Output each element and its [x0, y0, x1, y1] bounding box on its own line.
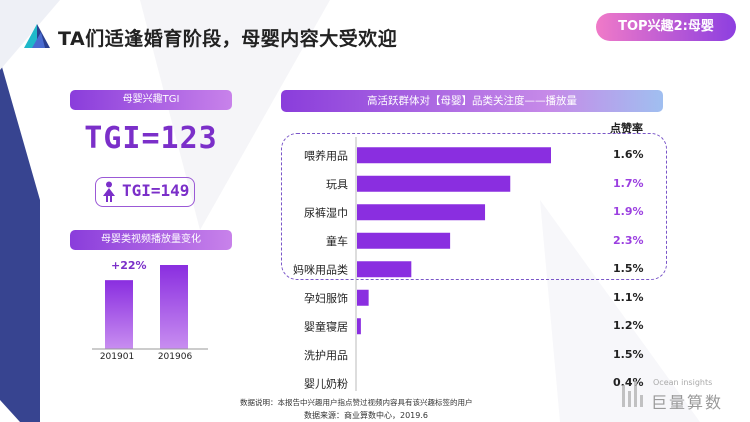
category-label: 尿裤湿巾 [304, 205, 348, 219]
bar-尿裤湿巾 [357, 204, 486, 221]
like-rate-value: 2.3% [613, 233, 644, 247]
like-rate-value: 1.7% [613, 176, 644, 190]
bar-喂养用品 [357, 147, 551, 164]
mini-bar-201906 [160, 265, 188, 349]
like-rate-value: 1.5% [613, 262, 644, 276]
mini-category-label: 201901 [99, 352, 135, 362]
like-rate-header: 点赞率 [610, 122, 643, 135]
category-label: 喂养用品 [304, 148, 348, 162]
category-label: 孕妇服饰 [304, 291, 348, 305]
page-title: TA们适逢婚育阶段，母婴内容大受欢迎 [58, 28, 398, 50]
female-tgi-box [95, 177, 195, 207]
tgi-pill-label: 母婴兴趣TGI [70, 90, 232, 110]
data-note: 数据说明：本报告中兴趣用户指点赞过视频内容具有该兴趣标签的用户 [240, 398, 473, 407]
like-rate-value: 1.5% [613, 347, 644, 361]
growth-label: +22% [111, 259, 147, 272]
logo-icon [24, 24, 50, 48]
category-label: 玩具 [326, 178, 348, 191]
category-label: 妈咪用品类 [293, 262, 348, 276]
like-rate-value: 1.2% [613, 319, 644, 333]
bar-童车 [357, 232, 451, 249]
category-label: 童车 [326, 234, 348, 248]
category-label: 婴儿奶粉 [304, 376, 348, 390]
overall-tgi-value: TGI=123 [84, 121, 218, 156]
chart-title: 高活跃群体对【母婴】品类关注度——播放量 [281, 90, 663, 112]
like-rate-value: 1.9% [613, 205, 644, 219]
watermark-chinese: 巨量算数 [651, 393, 724, 412]
bar-婴童寝居 [357, 318, 361, 335]
bar-玩具 [357, 175, 511, 192]
mini-bar-201901 [105, 280, 133, 349]
mini-category-label: 201906 [157, 352, 193, 362]
female-icon [103, 181, 115, 202]
bar-妈咪用品类 [357, 261, 412, 278]
bar-孕妇服饰 [357, 289, 369, 306]
female-tgi-value: TGI=149 [122, 181, 190, 200]
top-interest-badge: TOP兴趣2:母婴 [596, 13, 736, 41]
category-label: 婴童寝居 [304, 319, 348, 333]
playback-pill-label: 母婴类视频播放量变化 [70, 230, 232, 250]
like-rate-value: 1.6% [613, 148, 644, 162]
like-rate-value: 1.1% [613, 290, 644, 304]
playback-mini-chart [92, 265, 208, 350]
category-label: 洗护用品 [304, 348, 348, 362]
watermark-english: Ocean insights [653, 378, 713, 387]
highlight-dashed-box [281, 133, 667, 280]
data-source: 数据来源：商业算数中心，2019.6 [304, 411, 428, 420]
watermark-logo-icon [622, 381, 643, 407]
